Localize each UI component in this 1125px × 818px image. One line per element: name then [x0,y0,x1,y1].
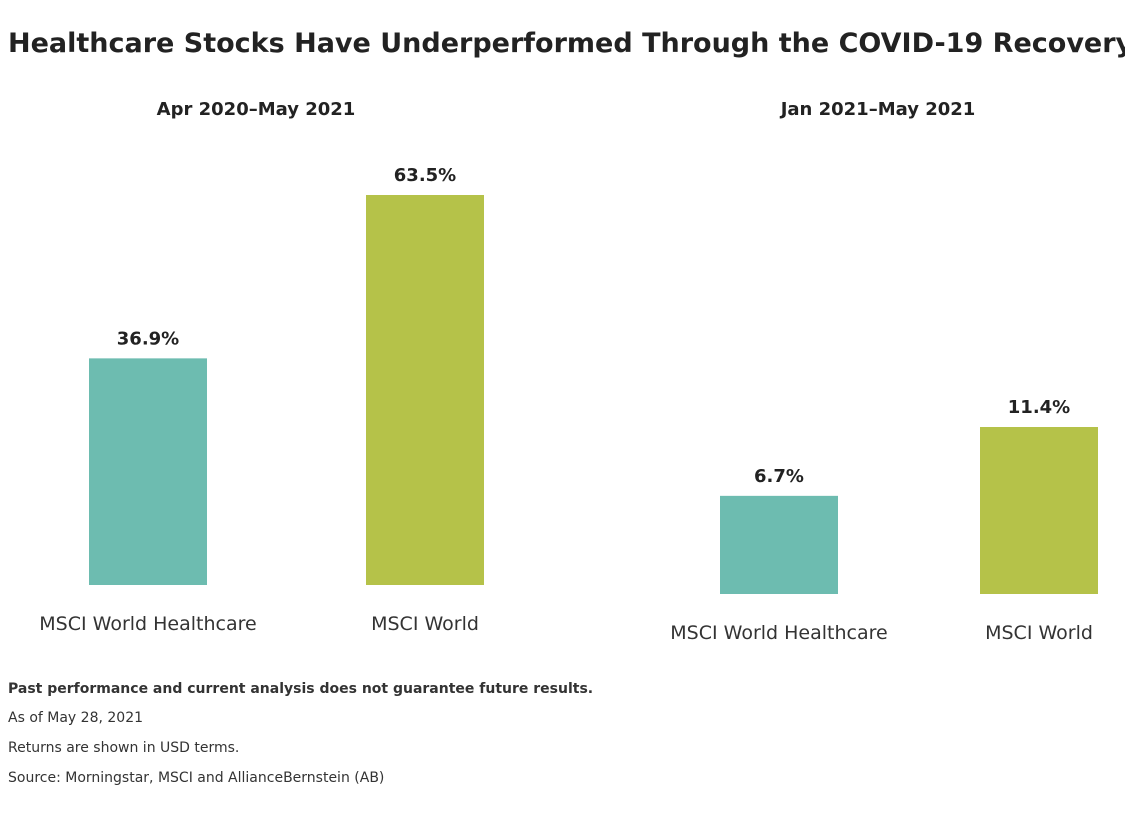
bar [980,427,1098,594]
x-tick-label: MSCI World [985,622,1093,644]
x-tick-label: MSCI World [371,613,479,635]
x-tick-label: MSCI World Healthcare [39,613,256,635]
value-label: 11.4% [1008,397,1070,418]
bar [720,495,838,594]
value-label: 6.7% [754,466,804,487]
panel-title: Jan 2021–May 2021 [779,99,976,120]
value-label: 63.5% [394,165,456,186]
bar [89,358,207,585]
note: Source: Morningstar, MSCI and AllianceBe… [8,770,384,786]
x-tick-label: MSCI World Healthcare [670,622,887,644]
note: As of May 28, 2021 [8,710,143,726]
note: Past performance and current analysis do… [8,681,593,697]
note: Returns are shown in USD terms. [8,740,239,756]
panel-title: Apr 2020–May 2021 [157,99,356,120]
bar [366,195,484,585]
chart-title: Healthcare Stocks Have Underperformed Th… [8,28,1125,59]
value-label: 36.9% [117,328,179,349]
